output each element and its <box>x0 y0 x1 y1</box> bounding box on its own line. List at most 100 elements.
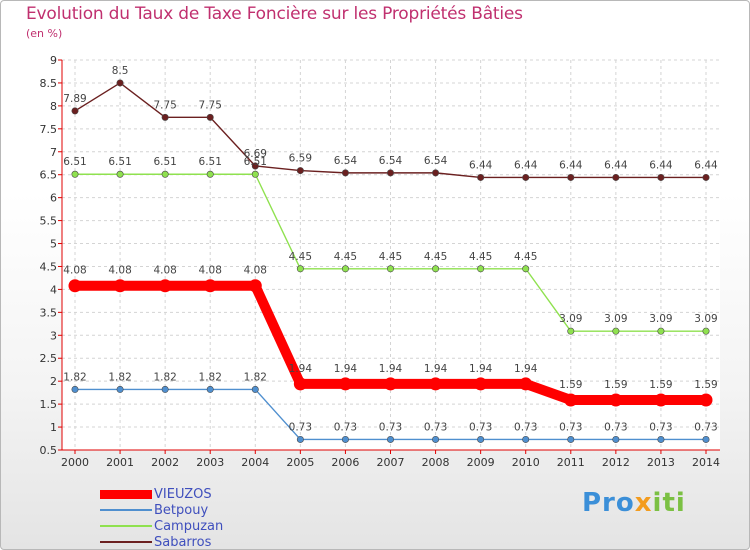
data-point-vieuzos <box>293 377 307 391</box>
data-label-betpouy: 0.73 <box>604 421 627 433</box>
data-point-betpouy <box>251 385 259 393</box>
x-tick-label: 2007 <box>377 456 405 469</box>
data-point-campuzan <box>341 265 349 273</box>
y-tick-label: 2.5 <box>40 352 58 365</box>
data-label-sabarros: 6.44 <box>514 159 538 171</box>
x-tick-label: 2012 <box>602 456 630 469</box>
data-label-vieuzos: 4.08 <box>199 265 222 277</box>
y-tick-label: 6.5 <box>40 169 58 182</box>
x-tick-label: 2009 <box>467 456 495 469</box>
data-label-campuzan: 3.09 <box>559 313 582 325</box>
data-label-betpouy: 0.73 <box>559 421 582 433</box>
y-tick-label: 8.5 <box>40 77 58 90</box>
data-point-sabarros <box>116 79 124 87</box>
data-label-sabarros: 7.75 <box>153 99 176 111</box>
data-label-campuzan: 4.45 <box>379 251 402 263</box>
data-point-sabarros <box>477 173 485 181</box>
data-point-campuzan <box>296 265 304 273</box>
legend-label-betpouy: Betpouy <box>154 502 209 518</box>
data-point-vieuzos <box>429 377 443 391</box>
data-point-betpouy <box>612 435 620 443</box>
legend-swatch-sabarros <box>100 541 152 543</box>
data-point-betpouy <box>296 435 304 443</box>
data-point-campuzan <box>567 327 575 335</box>
data-label-campuzan: 3.09 <box>694 313 717 325</box>
data-point-betpouy <box>341 435 349 443</box>
y-tick-label: 0.5 <box>40 444 58 457</box>
x-tick-label: 2002 <box>151 456 179 469</box>
data-label-sabarros: 6.44 <box>604 159 628 171</box>
legend-item-vieuzos[interactable]: VIEUZOS <box>100 486 223 502</box>
data-label-campuzan: 4.45 <box>514 251 537 263</box>
data-point-vieuzos <box>68 279 82 293</box>
x-tick-label: 2005 <box>286 456 314 469</box>
data-label-vieuzos: 1.94 <box>469 363 493 375</box>
data-label-campuzan: 3.09 <box>649 313 672 325</box>
x-tick-label: 2003 <box>196 456 224 469</box>
y-tick-label: 2 <box>50 375 57 388</box>
data-label-campuzan: 6.51 <box>153 156 176 168</box>
data-point-vieuzos <box>113 279 127 293</box>
data-point-betpouy <box>477 435 485 443</box>
data-label-campuzan: 4.45 <box>424 251 447 263</box>
data-point-vieuzos <box>248 279 262 293</box>
data-point-campuzan <box>522 265 530 273</box>
x-tick-label: 2014 <box>692 456 720 469</box>
legend-label-sabarros: Sabarros <box>154 534 212 550</box>
data-point-vieuzos <box>384 377 397 391</box>
data-label-betpouy: 1.82 <box>199 371 222 383</box>
data-point-sabarros <box>386 169 394 177</box>
legend-swatch-betpouy <box>100 509 152 511</box>
data-label-campuzan: 6.51 <box>244 156 267 168</box>
data-point-betpouy <box>522 435 530 443</box>
x-tick-label: 2011 <box>557 456 585 469</box>
data-label-sabarros: 6.54 <box>379 155 403 167</box>
data-label-vieuzos: 1.59 <box>694 379 717 391</box>
data-point-vieuzos <box>564 393 578 407</box>
data-label-sabarros: 6.54 <box>424 155 448 167</box>
y-tick-label: 1.5 <box>40 398 58 411</box>
data-label-sabarros: 6.44 <box>694 159 718 171</box>
y-tick-label: 5.5 <box>40 215 58 228</box>
data-point-campuzan <box>432 265 440 273</box>
legend-item-betpouy[interactable]: Betpouy <box>100 502 223 518</box>
data-point-vieuzos <box>699 393 713 407</box>
chart-subtitle: (en %) <box>26 27 63 40</box>
data-point-campuzan <box>116 170 124 178</box>
data-label-betpouy: 1.82 <box>244 371 267 383</box>
data-label-campuzan: 4.45 <box>334 251 357 263</box>
data-label-sabarros: 7.75 <box>199 99 222 111</box>
data-label-campuzan: 6.51 <box>108 156 131 168</box>
y-tick-label: 3 <box>50 329 57 342</box>
data-point-betpouy <box>161 385 169 393</box>
data-point-betpouy <box>702 435 710 443</box>
data-point-sabarros <box>251 162 259 170</box>
data-label-sabarros: 6.54 <box>334 155 358 167</box>
data-label-sabarros: 6.44 <box>559 159 583 171</box>
data-label-vieuzos: 4.08 <box>244 265 267 277</box>
x-tick-label: 2006 <box>331 456 359 469</box>
data-point-campuzan <box>657 327 665 335</box>
data-point-campuzan <box>206 170 214 178</box>
data-point-campuzan <box>251 170 259 178</box>
legend-label-campuzan: Campuzan <box>154 518 224 534</box>
data-point-vieuzos <box>519 377 533 391</box>
data-label-sabarros: 7.89 <box>63 93 86 105</box>
legend-item-sabarros[interactable]: Sabarros <box>100 534 223 550</box>
y-tick-label: 6 <box>50 192 57 205</box>
proxiti-logo: Proxiti <box>582 488 686 518</box>
data-point-vieuzos <box>474 377 488 391</box>
legend-item-campuzan[interactable]: Campuzan <box>100 518 223 534</box>
chart-legend: VIEUZOS Betpouy Campuzan Sabarros <box>100 486 223 550</box>
legend-label-vieuzos: VIEUZOS <box>154 486 212 502</box>
data-point-betpouy <box>71 385 79 393</box>
data-point-sabarros <box>341 169 349 177</box>
data-point-campuzan <box>71 170 79 178</box>
data-label-vieuzos: 4.08 <box>153 265 176 277</box>
chart-title: Evolution du Taux de Taxe Foncière sur l… <box>26 4 523 24</box>
data-label-sabarros: 6.59 <box>289 153 312 165</box>
data-label-vieuzos: 4.08 <box>108 265 131 277</box>
data-label-sabarros: 6.44 <box>469 159 493 171</box>
data-label-vieuzos: 1.94 <box>334 363 358 375</box>
data-label-sabarros: 6.44 <box>649 159 673 171</box>
